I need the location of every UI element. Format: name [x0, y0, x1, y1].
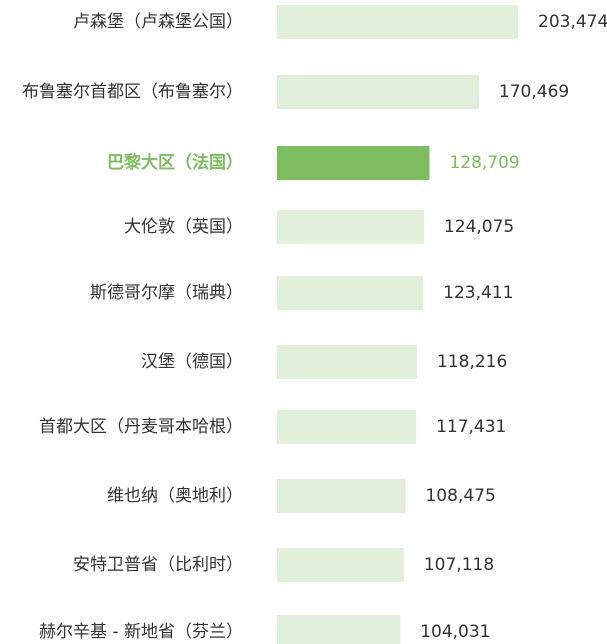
category-label: 汉堡（德国）: [141, 352, 243, 372]
bar: [277, 615, 401, 644]
bar: [277, 345, 418, 379]
category-label: 安特卫普省（比利时）: [73, 555, 243, 575]
bar: [277, 479, 406, 513]
value-label: 104,031: [420, 622, 490, 642]
category-label: 大伦敦（英国）: [124, 217, 243, 237]
value-label: 170,469: [499, 82, 569, 102]
value-label: 107,118: [424, 555, 494, 575]
bar: [277, 410, 417, 444]
bar: [277, 210, 424, 244]
category-label: 巴黎大区（法国）: [107, 152, 243, 173]
value-label: 117,431: [436, 417, 506, 437]
value-label: 123,411: [443, 283, 513, 303]
bar: [277, 146, 430, 180]
value-label: 108,475: [425, 486, 495, 506]
bar: [277, 75, 479, 109]
category-label: 斯德哥尔摩（瑞典）: [90, 283, 243, 303]
category-label: 赫尔辛基 - 新地省（芬兰）: [39, 622, 243, 642]
bar: [277, 5, 518, 39]
value-label: 203,474: [538, 12, 607, 32]
category-label: 卢森堡（卢森堡公国）: [73, 12, 243, 32]
value-label: 118,216: [437, 352, 507, 372]
bar: [277, 548, 404, 582]
value-label: 128,709: [449, 153, 519, 173]
bar: [277, 276, 424, 310]
category-label: 首都大区（丹麦哥本哈根）: [39, 417, 243, 437]
value-label: 124,075: [444, 217, 514, 237]
category-label: 布鲁塞尔首都区（布鲁塞尔）: [22, 82, 243, 102]
category-label: 维也纳（奥地利）: [107, 486, 243, 506]
